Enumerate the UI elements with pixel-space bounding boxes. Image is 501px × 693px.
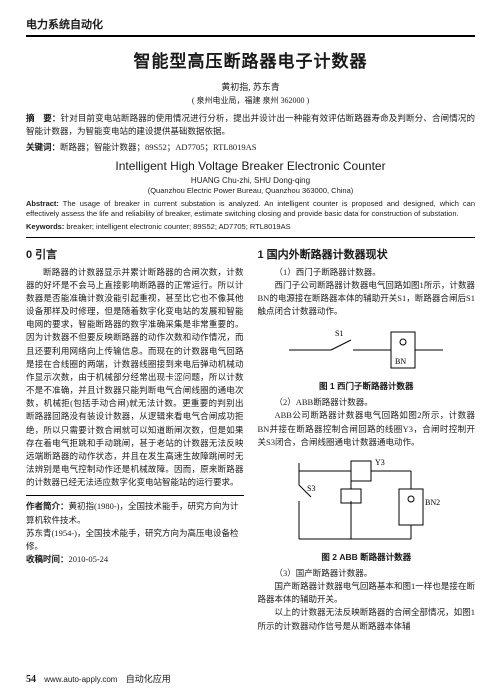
- keywords-chinese: 关键词：断路器；智能计数器；89S52；AD7705；RTL8019AS: [26, 141, 475, 153]
- para-siemens: 西门子公司断路器计数器电气回路如图1所示，计数器BN的电源接在断路器本体的辅助开…: [258, 279, 476, 319]
- affiliation-english: (Quanzhou Electric Power Bureau, Quanzho…: [26, 186, 475, 195]
- received-label: 收稿时间：: [26, 554, 69, 564]
- figure-2-caption: 图 2 ABB 断路器计数器: [258, 551, 476, 563]
- abstract-cn-label: 摘 要：: [26, 113, 61, 123]
- author-info-label: 作者简介：: [26, 501, 69, 511]
- section-1-heading: 1 国内外断路器计数器现状: [258, 246, 476, 262]
- para-summary: 以上的计数器无法反映断路器的合闸全部情况，如图1所示的计数器动作信号是从断路器本…: [258, 606, 476, 632]
- intro-paragraph: 断路器的计数器显示并累计断路器的合闸次数，计数器的好坏是不会马上直接影响断路器的…: [26, 266, 244, 490]
- authors-english: HUANG Chu-zhi, SHU Dong-qing: [26, 176, 475, 185]
- kw-cn-label: 关键词：: [26, 142, 60, 152]
- subsection-3: （3）国产断路器计数器。: [258, 567, 476, 580]
- abstract-chinese: 摘 要：针对目前变电站断路器的使用情况进行分析，提出并设计出一种能有效评估断路器…: [26, 112, 475, 138]
- page-number: 54: [26, 674, 36, 685]
- para-abb: ABB公司断路器计数器电气回路如图2所示，计数器BN并接在断路器控制合闸回路的线…: [258, 409, 476, 449]
- author-info-block: 作者简介：黄初指(1980-)，全国技术能手，研究方向为计算机软件技术。 苏东青…: [26, 495, 244, 566]
- subsection-2: （2）ABB断路器计数器。: [258, 396, 476, 409]
- abstract-english: Abstract: The usage of breaker in curren…: [26, 199, 475, 220]
- abstract-en-label: Abstract:: [26, 199, 59, 208]
- kw-en-text: breaker; intelligent electronic counter;…: [64, 222, 290, 231]
- kw-en-label: Keywords:: [26, 222, 64, 231]
- fig2-label-bn2: BN2: [425, 498, 440, 507]
- title-chinese: 智能型高压断路器电子计数器: [26, 47, 475, 72]
- authors-chinese: 黄初指, 苏东青: [26, 80, 475, 93]
- page-footer: 54 www.auto-apply.com 自动化应用: [26, 672, 171, 685]
- fig1-label-s1: S1: [335, 329, 343, 338]
- subsection-1: （1）西门子断路器计数器。: [258, 266, 476, 279]
- kw-cn-text: 断路器；智能计数器；89S52；AD7705；RTL8019AS: [60, 142, 256, 152]
- abstract-cn-text: 针对目前变电站断路器的使用情况进行分析，提出并设计出一种能有效评估断路器寿命及判…: [26, 113, 475, 136]
- left-column: 0 引言 断路器的计数器显示并累计断路器的合闸次数，计数器的好坏是不会马上直接影…: [26, 244, 244, 633]
- author-2: 苏东青(1954-)，全国技术能手，研究方向为高压电设备检修。: [26, 527, 244, 553]
- figure-1: S1 BN: [258, 322, 476, 378]
- figure-2: S3 Y3 BN2: [258, 453, 476, 549]
- para-domestic: 国产断路器计数器电气回路基本和图1一样也是接在断路器本体的辅助开关。: [258, 580, 476, 606]
- fig2-label-y3: Y3: [375, 458, 385, 467]
- fig1-label-bn: BN: [395, 357, 406, 366]
- received-date: 2010-05-24: [69, 554, 109, 564]
- abstract-en-text: The usage of breaker in current substati…: [26, 199, 475, 219]
- header-category: 电力系统自动化: [26, 16, 475, 37]
- section-0-heading: 0 引言: [26, 246, 244, 262]
- affiliation-chinese: ( 泉州电业局，福建 泉州 362000 ): [26, 95, 475, 106]
- figure-1-caption: 图 1 西门子断路器计数器: [258, 380, 476, 392]
- title-english: Intelligent High Voltage Breaker Electro…: [26, 159, 475, 173]
- fig2-label-s3: S3: [307, 484, 315, 493]
- right-column: 1 国内外断路器计数器现状 （1）西门子断路器计数器。 西门子公司断路器计数器电…: [258, 244, 476, 633]
- footer-journal: 自动化应用: [126, 674, 171, 684]
- keywords-english: Keywords: breaker; intelligent electroni…: [26, 222, 475, 231]
- divider: [26, 237, 475, 238]
- footer-url: www.auto-apply.com: [44, 675, 117, 684]
